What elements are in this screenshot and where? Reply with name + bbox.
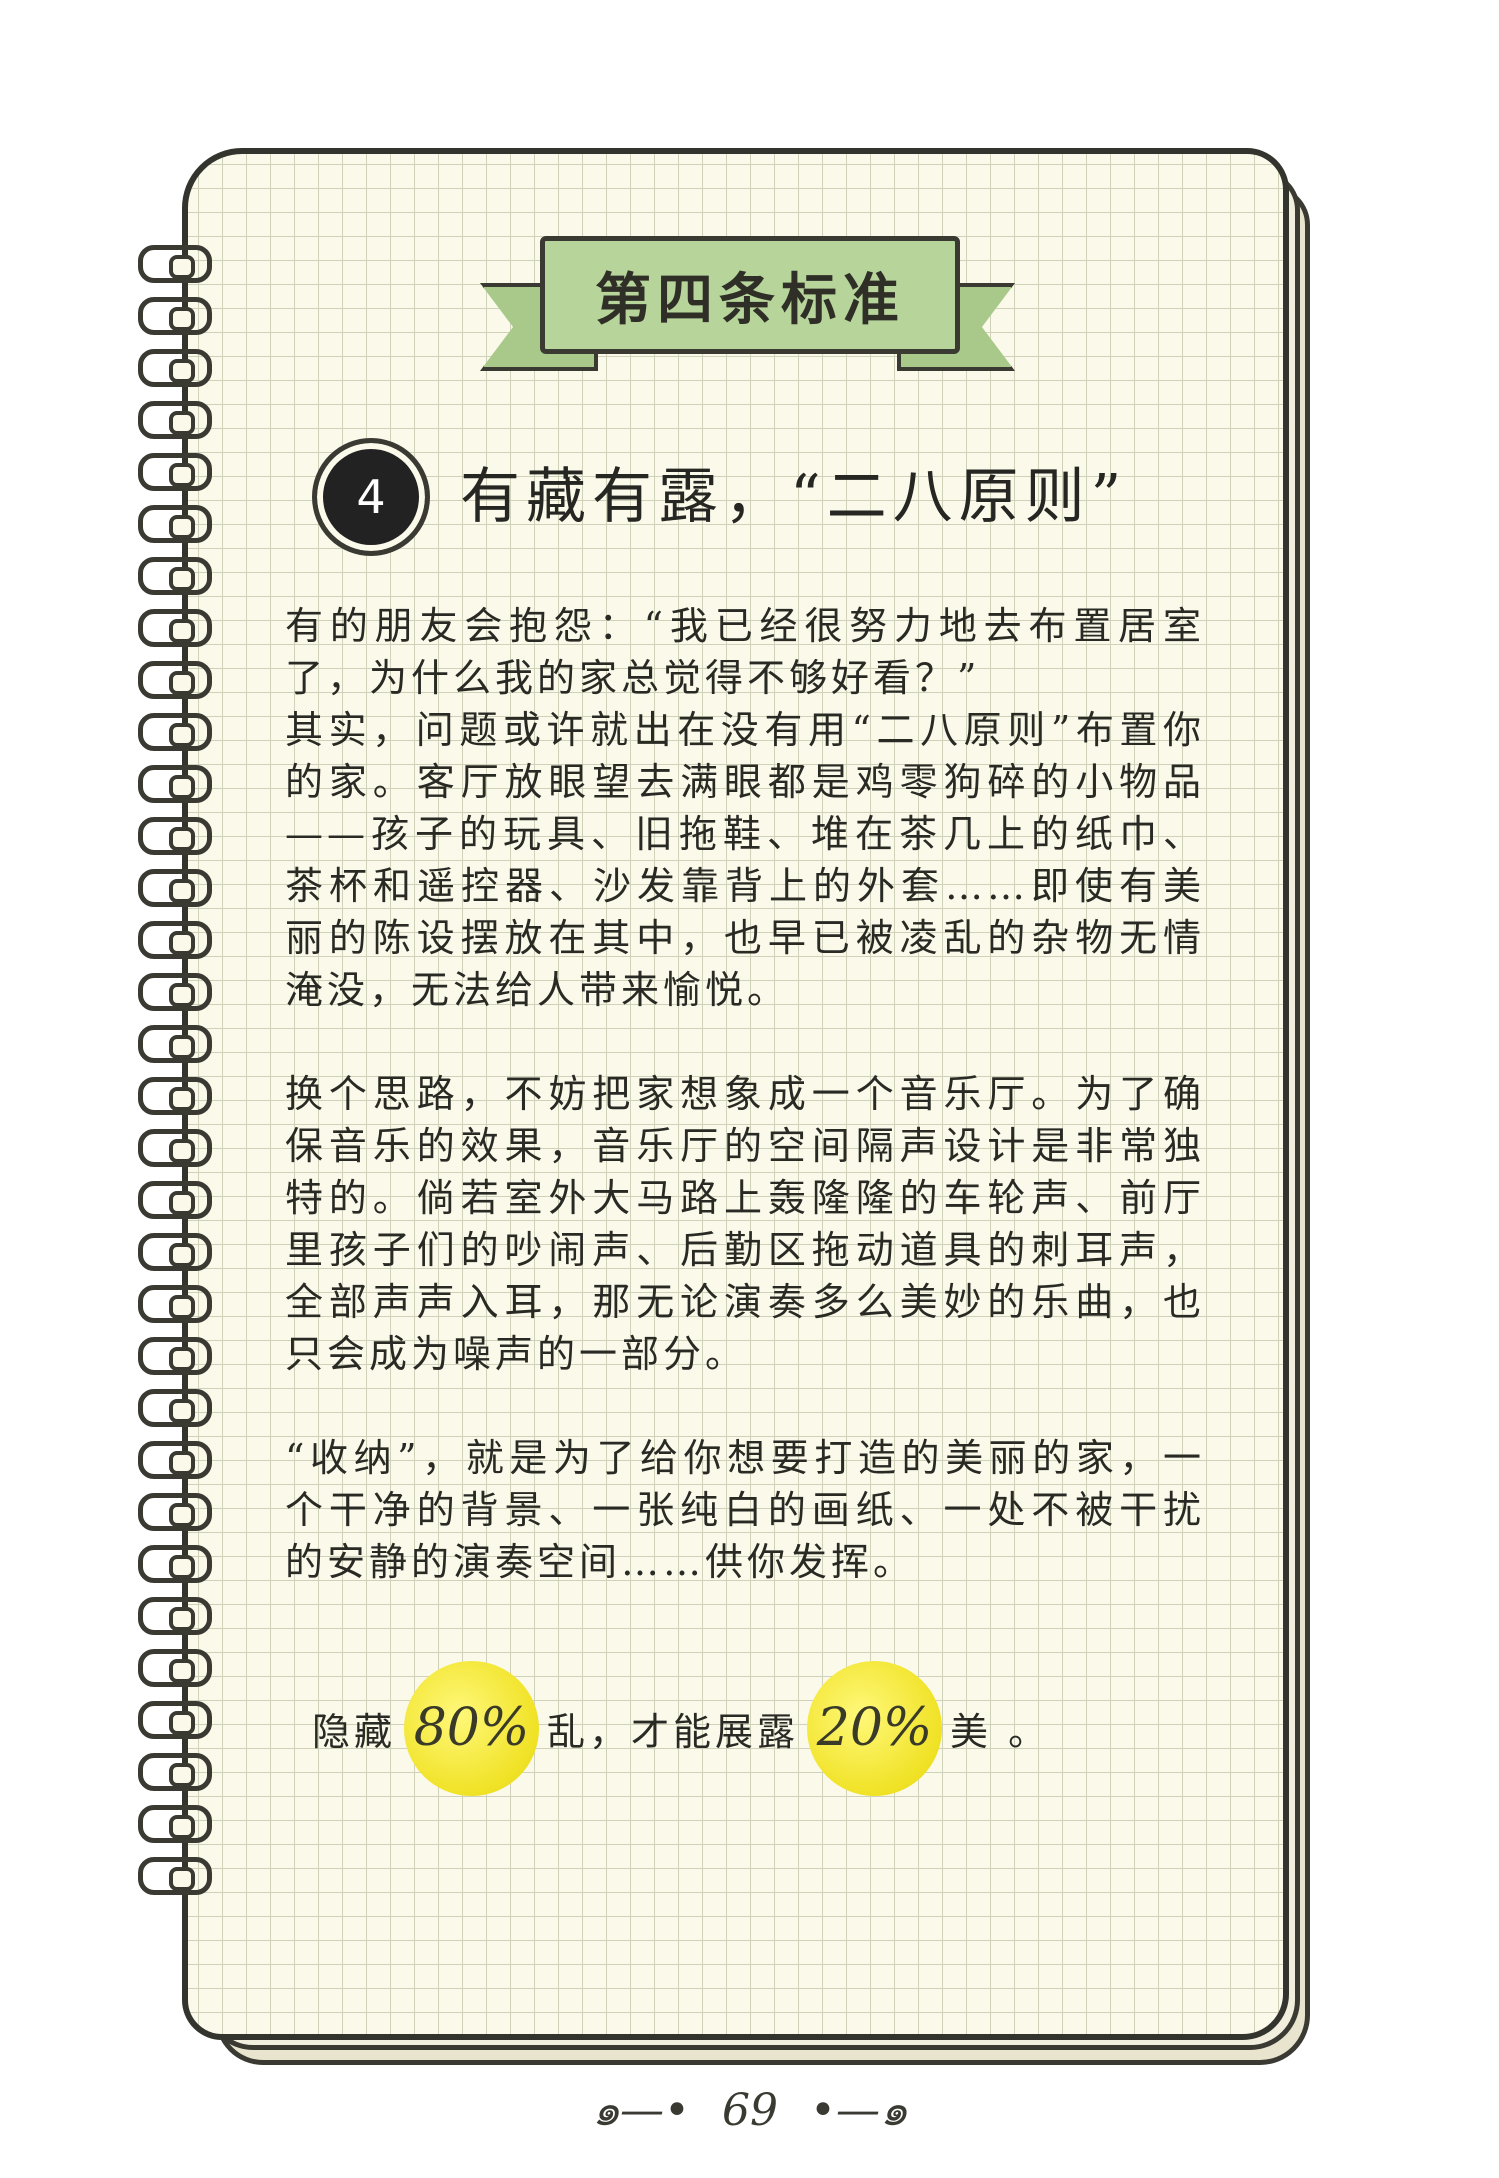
spiral-ring-icon bbox=[138, 1649, 212, 1687]
spiral-ring-icon bbox=[138, 505, 212, 543]
spiral-ring-icon bbox=[138, 1701, 212, 1739]
percent-20: 20% bbox=[816, 1698, 933, 1758]
spiral-ring-icon bbox=[138, 817, 212, 855]
spiral-ring-icon bbox=[138, 1077, 212, 1115]
spiral-ring-icon bbox=[138, 869, 212, 907]
spiral-ring-icon bbox=[138, 609, 212, 647]
spiral-ring-icon bbox=[138, 453, 212, 491]
spiral-ring-icon bbox=[138, 1753, 212, 1791]
paragraph: 有的朋友会抱怨：“我已经很努力地去布置居室了，为什么我的家总觉得不够好看？” bbox=[285, 604, 1205, 700]
paragraph: “收纳”，就是为了给你想要打造的美丽的家，一个干净的背景、一张纯白的画纸、一处不… bbox=[285, 1436, 1205, 1584]
spiral-ring-icon bbox=[138, 1493, 212, 1531]
spiral-ring-icon bbox=[138, 1129, 212, 1167]
paragraph: 换个思路，不妨把家想象成一个音乐厅。为了确保音乐的效果，音乐厅的空间隔声设计是非… bbox=[285, 1072, 1205, 1376]
spiral-ring-icon bbox=[138, 1389, 212, 1427]
spiral-ring-icon bbox=[138, 713, 212, 751]
spiral-ring-icon bbox=[138, 921, 212, 959]
spiral-ring-icon bbox=[138, 1025, 212, 1063]
flourish-right-icon: •—๑ bbox=[810, 2085, 908, 2136]
takeaway-suffix: 美 。 bbox=[950, 1709, 1051, 1754]
spiral-ring-icon bbox=[138, 661, 212, 699]
section-number-badge: 4 bbox=[312, 438, 430, 556]
section-number: 4 bbox=[356, 470, 386, 524]
highlight-circle-20: 20% bbox=[807, 1660, 943, 1796]
spiral-ring-icon bbox=[138, 401, 212, 439]
page-footer: ๑—• 69 •—๑ bbox=[560, 2080, 940, 2140]
banner-title: 第四条标准 bbox=[595, 266, 905, 333]
section-heading: 有藏有露，“二八原则” bbox=[460, 462, 1128, 532]
spiral-ring-icon bbox=[138, 973, 212, 1011]
page-number: 69 bbox=[722, 2084, 778, 2136]
flourish-left-icon: ๑—• bbox=[592, 2085, 690, 2136]
spiral-ring-icon bbox=[138, 297, 212, 335]
spiral-ring-icon bbox=[138, 1545, 212, 1583]
takeaway-middle: 乱，才能展露 bbox=[547, 1709, 800, 1754]
spiral-ring-icon bbox=[138, 1597, 212, 1635]
spiral-ring-icon bbox=[138, 1285, 212, 1323]
spiral-ring-icon bbox=[138, 245, 212, 283]
spiral-ring-icon bbox=[138, 349, 212, 387]
spiral-ring-icon bbox=[138, 1441, 212, 1479]
key-takeaway: 隐藏 80% 乱，才能展露 20% 美 。 bbox=[312, 1658, 1212, 1798]
spiral-ring-icon bbox=[138, 1233, 212, 1271]
spiral-ring-icon bbox=[138, 1857, 212, 1895]
takeaway-prefix: 隐藏 bbox=[312, 1709, 397, 1754]
spiral-binding bbox=[128, 245, 228, 1935]
body-text: 有的朋友会抱怨：“我已经很努力地去布置居室了，为什么我的家总觉得不够好看？” 其… bbox=[285, 600, 1205, 1588]
paragraph: 其实，问题或许就出在没有用“二八原则”布置你的家。客厅放眼望去满眼都是鸡零狗碎的… bbox=[285, 708, 1205, 1012]
spiral-ring-icon bbox=[138, 557, 212, 595]
spiral-ring-icon bbox=[138, 1181, 212, 1219]
title-banner: 第四条标准 bbox=[480, 228, 1015, 378]
spiral-ring-icon bbox=[138, 1337, 212, 1375]
ribbon: 第四条标准 bbox=[540, 236, 960, 354]
spiral-ring-icon bbox=[138, 765, 212, 803]
percent-80: 80% bbox=[413, 1698, 530, 1758]
highlight-circle-80: 80% bbox=[404, 1660, 540, 1796]
spiral-ring-icon bbox=[138, 1805, 212, 1843]
